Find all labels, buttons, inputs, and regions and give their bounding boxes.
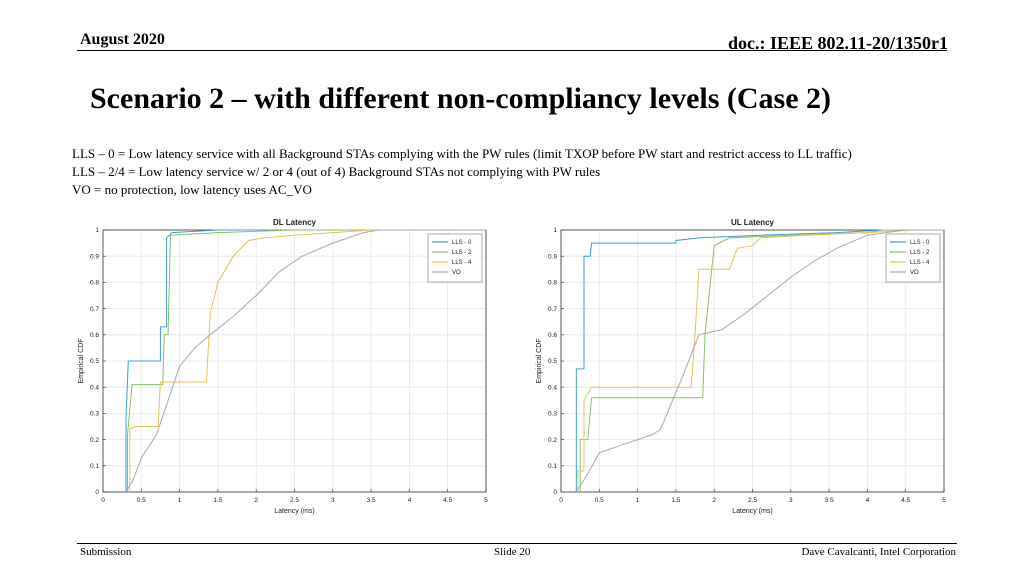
ul-latency-chart: 0 0.5 1 1.5 2 2.5 3 3.5 4 4.5 5 0 0.1 0.2 0.3 0.4 0.5 0.6… — [528, 212, 958, 524]
x-tick-label: 3.5 — [367, 497, 376, 504]
x-axis-label: Latency (ms) — [732, 508, 772, 515]
x-tick-label: 1 — [636, 497, 640, 504]
x-tick-label: 3 — [331, 497, 335, 504]
legend-label: LLS - 4 — [910, 260, 930, 266]
y-tick-label: 0.2 — [90, 437, 99, 444]
x-tick-label: 4.5 — [443, 497, 452, 504]
description-line-vo: VO = no protection, low latency uses AC_… — [72, 182, 312, 197]
series-line-lls-2 — [127, 229, 486, 492]
legend-label: LLS - 0 — [910, 240, 930, 246]
description-block: LLS – 0 = Low latency service with all B… — [72, 145, 852, 199]
chart-title: UL Latency — [731, 218, 775, 227]
legend-label: LLS - 0 — [452, 240, 472, 246]
y-tick-label: 0.1 — [90, 463, 99, 470]
chart-title: DL Latency — [273, 218, 317, 227]
footer-author: Dave Cavalcanti, Intel Corporation — [801, 546, 956, 558]
legend-label: LLS - 4 — [452, 260, 472, 266]
y-axis-label: Empirical CDF — [78, 338, 85, 383]
series-line-lls-0 — [575, 229, 944, 492]
series-line-lls-0 — [125, 229, 486, 492]
y-tick-label: 1 — [553, 227, 557, 234]
y-tick-label: 0.4 — [90, 384, 99, 391]
x-tick-label: 2 — [712, 497, 716, 504]
x-tick-label: 1.5 — [671, 497, 680, 504]
legend-label: LLS - 2 — [910, 250, 930, 256]
y-tick-label: 1 — [95, 227, 99, 234]
chart-svg: 0 0.5 1 1.5 2 2.5 3 3.5 4 4.5 5 0 0.1 0.2 0.3 0.4 0.5 0.6… — [78, 218, 488, 515]
y-tick-label: 0.7 — [90, 306, 99, 313]
series-line-vo — [575, 229, 944, 493]
legend-label: VO — [910, 270, 919, 276]
x-tick-label: 2 — [254, 497, 258, 504]
y-tick-label: 0.1 — [548, 463, 557, 470]
description-line-lls0: LLS – 0 = Low latency service with all B… — [72, 146, 852, 161]
y-tick-label: 0.3 — [90, 411, 99, 418]
y-tick-label: 0.3 — [548, 411, 557, 418]
x-tick-label: 0 — [101, 497, 105, 504]
y-axis-label: Empirical CDF — [536, 338, 543, 383]
header-doc-id: doc.: IEEE 802.11-20/1350r1 — [727, 33, 948, 53]
legend-label: VO — [452, 270, 461, 276]
slide-title: Scenario 2 – with different non-complian… — [90, 82, 832, 115]
y-tick-label: 0.9 — [90, 253, 99, 260]
x-tick-label: 1 — [178, 497, 182, 504]
x-tick-label: 3 — [789, 497, 793, 504]
header-date: August 2020 — [80, 31, 165, 48]
x-tick-label: 0 — [559, 497, 563, 504]
series-line-lls-4 — [577, 229, 944, 492]
footer-divider — [77, 543, 957, 544]
y-tick-label: 0.9 — [548, 253, 557, 260]
description-line-lls24: LLS – 2/4 = Low latency service w/ 2 or … — [72, 164, 601, 179]
y-tick-label: 0.5 — [90, 358, 99, 365]
x-tick-label: 2.5 — [290, 497, 299, 504]
x-tick-label: 4 — [866, 497, 870, 504]
y-tick-label: 0.7 — [548, 306, 557, 313]
x-tick-label: 2.5 — [748, 497, 757, 504]
y-tick-label: 0.4 — [548, 384, 557, 391]
series-line-vo — [125, 229, 486, 493]
x-tick-label: 1.5 — [213, 497, 222, 504]
y-tick-label: 0 — [95, 489, 99, 496]
chart-svg: 0 0.5 1 1.5 2 2.5 3 3.5 4 4.5 5 0 0.1 0.2 0.3 0.4 0.5 0.6… — [536, 218, 946, 515]
x-tick-label: 4 — [408, 497, 412, 504]
y-tick-label: 0.6 — [548, 332, 557, 339]
x-tick-label: 0.5 — [137, 497, 146, 504]
x-tick-label: 5 — [942, 497, 946, 504]
y-tick-label: 0 — [553, 489, 557, 496]
y-tick-label: 0.2 — [548, 437, 557, 444]
x-tick-label: 3.5 — [825, 497, 834, 504]
header-divider — [77, 50, 947, 51]
y-tick-label: 0.5 — [548, 358, 557, 365]
x-axis-label: Latency (ms) — [274, 508, 314, 515]
x-tick-label: 5 — [484, 497, 488, 504]
x-tick-label: 4.5 — [901, 497, 910, 504]
series-line-lls-4 — [129, 229, 486, 492]
legend-label: LLS - 2 — [452, 250, 472, 256]
footer-slide-number: Slide 20 — [494, 546, 531, 558]
dl-latency-chart: 0 0.5 1 1.5 2 2.5 3 3.5 4 4.5 5 0 0.1 0.2 0.3 0.4 0.5 0.6… — [70, 212, 500, 524]
x-tick-label: 0.5 — [595, 497, 604, 504]
footer-submission: Submission — [80, 546, 132, 558]
y-tick-label: 0.8 — [548, 280, 557, 287]
y-tick-label: 0.6 — [90, 332, 99, 339]
y-tick-label: 0.8 — [90, 280, 99, 287]
